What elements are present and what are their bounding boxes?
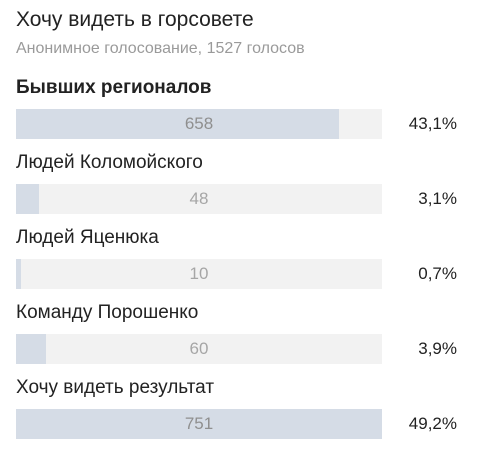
vote-percent: 3,1% bbox=[418, 189, 457, 208]
option-label: Команду Порошенко bbox=[16, 302, 199, 323]
poll-option-yatsenyuk-people[interactable]: Людей Яценюка 10 0,7% bbox=[0, 227, 479, 297]
poll-option-kolomoisky-people[interactable]: Людей Коломойского 48 3,1% bbox=[0, 152, 479, 222]
vote-percent: 49,2% bbox=[408, 414, 457, 433]
vote-percent: 43,1% bbox=[408, 114, 457, 133]
vote-bar-track: 60 bbox=[16, 334, 382, 364]
vote-bar-track: 10 bbox=[16, 259, 382, 289]
vote-bar-fill bbox=[16, 259, 21, 289]
vote-count: 10 bbox=[189, 264, 209, 283]
vote-bar-track: 658 bbox=[16, 109, 382, 139]
vote-percent: 0,7% bbox=[418, 264, 457, 283]
option-label: Бывших регионалов bbox=[16, 77, 212, 98]
vote-count: 658 bbox=[184, 114, 214, 133]
poll-subtitle: Анонимное голосование, 1527 голосов bbox=[16, 40, 305, 57]
vote-percent: 3,9% bbox=[418, 339, 457, 358]
poll-option-former-regionals[interactable]: Бывших регионалов 658 43,1% bbox=[0, 77, 479, 147]
vote-bar-track: 48 bbox=[16, 184, 382, 214]
option-label: Хочу видеть результат bbox=[16, 377, 215, 398]
vote-bar-fill bbox=[16, 109, 339, 139]
option-label: Людей Коломойского bbox=[16, 152, 203, 173]
vote-bar-fill bbox=[16, 334, 46, 364]
vote-bar-track: 751 bbox=[16, 409, 382, 439]
vote-count: 60 bbox=[189, 339, 209, 358]
vote-count: 48 bbox=[189, 189, 209, 208]
poll-option-want-to-see-results[interactable]: Хочу видеть результат 751 49,2% bbox=[0, 377, 479, 447]
vote-bar-fill bbox=[16, 409, 382, 439]
vote-count: 751 bbox=[184, 414, 214, 433]
option-label: Людей Яценюка bbox=[16, 227, 159, 248]
poll-option-poroshenko-team[interactable]: Команду Порошенко 60 3,9% bbox=[0, 302, 479, 372]
vote-bar-fill bbox=[16, 184, 40, 214]
poll-title: Хочу видеть в горсовете bbox=[16, 8, 254, 31]
